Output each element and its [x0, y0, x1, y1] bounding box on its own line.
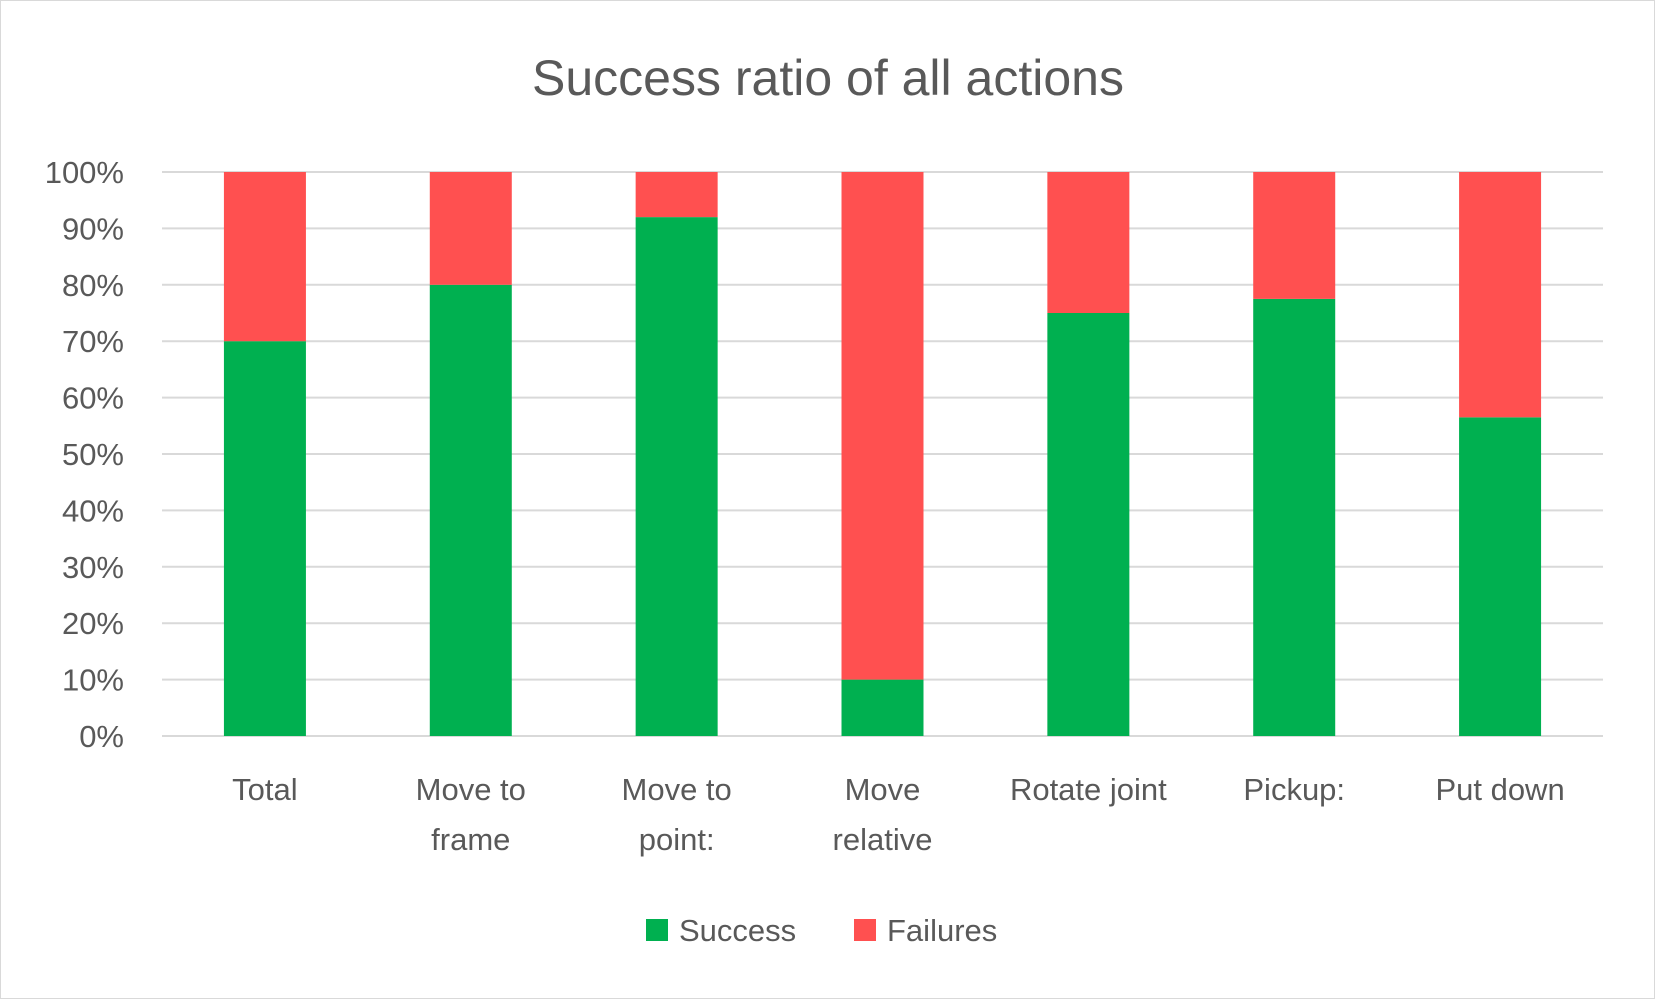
- y-tick-label: 50%: [62, 437, 124, 472]
- bar-success: [223, 341, 306, 736]
- x-axis-category-labels: Total Move to frame Move to point: Move relati…: [232, 772, 1565, 857]
- x-category-label: Put down: [1435, 772, 1564, 807]
- bar-success: [1253, 298, 1336, 736]
- y-tick-label: 60%: [62, 381, 124, 416]
- y-axis-tick-labels: 0% 10% 20% 30% 40% 50% 60% 70% 80% 90% 100%: [45, 155, 124, 754]
- bar-success: [841, 679, 924, 736]
- x-category-label: Total: [232, 772, 297, 807]
- bars: [223, 172, 1542, 736]
- x-category-label: Move: [845, 772, 921, 807]
- bar-failures: [223, 172, 306, 342]
- bar-success: [635, 217, 718, 736]
- y-tick-label: 0%: [79, 719, 124, 754]
- x-category-label: Rotate joint: [1010, 772, 1167, 807]
- y-tick-label: 10%: [62, 663, 124, 698]
- legend-swatch-failures: [854, 919, 876, 941]
- legend-swatch-success: [646, 919, 668, 941]
- x-category-label: relative: [833, 822, 933, 857]
- bar-failures: [1459, 172, 1542, 418]
- bar-failures: [1047, 172, 1130, 313]
- bar-failures: [1253, 172, 1336, 299]
- y-tick-label: 20%: [62, 606, 124, 641]
- legend: Success Failures: [646, 913, 997, 948]
- bar-failures: [841, 172, 924, 680]
- legend-label-failures: Failures: [887, 913, 997, 948]
- y-tick-label: 40%: [62, 493, 124, 528]
- y-tick-label: 30%: [62, 550, 124, 585]
- y-tick-label: 100%: [45, 155, 124, 190]
- x-category-label: frame: [431, 822, 510, 857]
- bar-failures: [429, 172, 512, 285]
- x-category-label: Move to: [416, 772, 526, 807]
- legend-label-success: Success: [679, 913, 796, 948]
- bar-success: [1047, 313, 1130, 736]
- y-tick-label: 70%: [62, 324, 124, 359]
- bar-success: [429, 284, 512, 736]
- bar-failures: [635, 172, 718, 218]
- x-category-label: Pickup:: [1243, 772, 1345, 807]
- chart-title: Success ratio of all actions: [532, 50, 1124, 106]
- x-category-label: Move to: [622, 772, 732, 807]
- y-tick-label: 80%: [62, 268, 124, 303]
- y-tick-label: 90%: [62, 211, 124, 246]
- x-category-label: point:: [639, 822, 715, 857]
- bar-success: [1459, 417, 1542, 736]
